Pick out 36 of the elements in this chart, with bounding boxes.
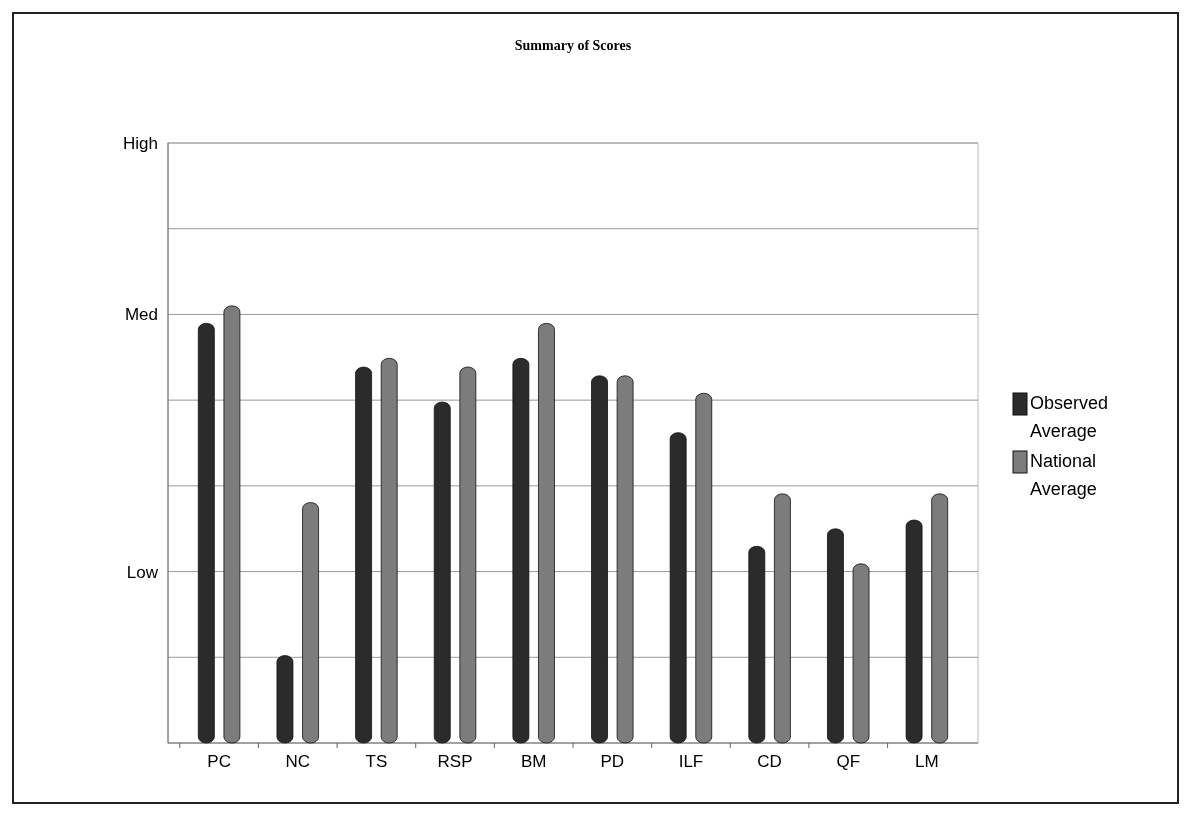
legend-label: Observed Average [1030,393,1109,441]
bar [302,502,319,744]
x-tick-label: NC [285,752,311,771]
bar [591,375,608,744]
bar [669,432,687,744]
bar [459,366,477,744]
bar [748,545,766,744]
legend-label: National Average [1030,451,1097,499]
text: Low [126,562,159,582]
x-tick-label: RSP [437,752,473,771]
bar [616,375,634,744]
bar [276,655,294,744]
bar [538,322,555,744]
bar [774,493,791,744]
text: High [123,133,158,153]
x-tick-label: CD [757,752,782,771]
bar [695,392,713,744]
x-tick-label: BM [520,752,547,771]
x-tick-label: PC [207,752,231,771]
x-tick-label: ILF [678,752,704,771]
bar [905,519,923,744]
x-tick-label: QF [836,752,861,771]
bar [512,357,530,744]
bar [852,563,870,744]
bar [380,357,398,744]
x-tick-label: TS [365,752,388,771]
bar [197,322,215,744]
bar [827,528,844,744]
x-tick-label: LM [915,752,939,771]
text: Med [124,305,158,325]
bar [223,305,241,744]
bar [433,401,451,744]
bar [931,493,949,744]
bar [355,366,372,744]
x-tick-label: PD [600,752,625,771]
chart-title: Summary of Scores [514,38,632,53]
